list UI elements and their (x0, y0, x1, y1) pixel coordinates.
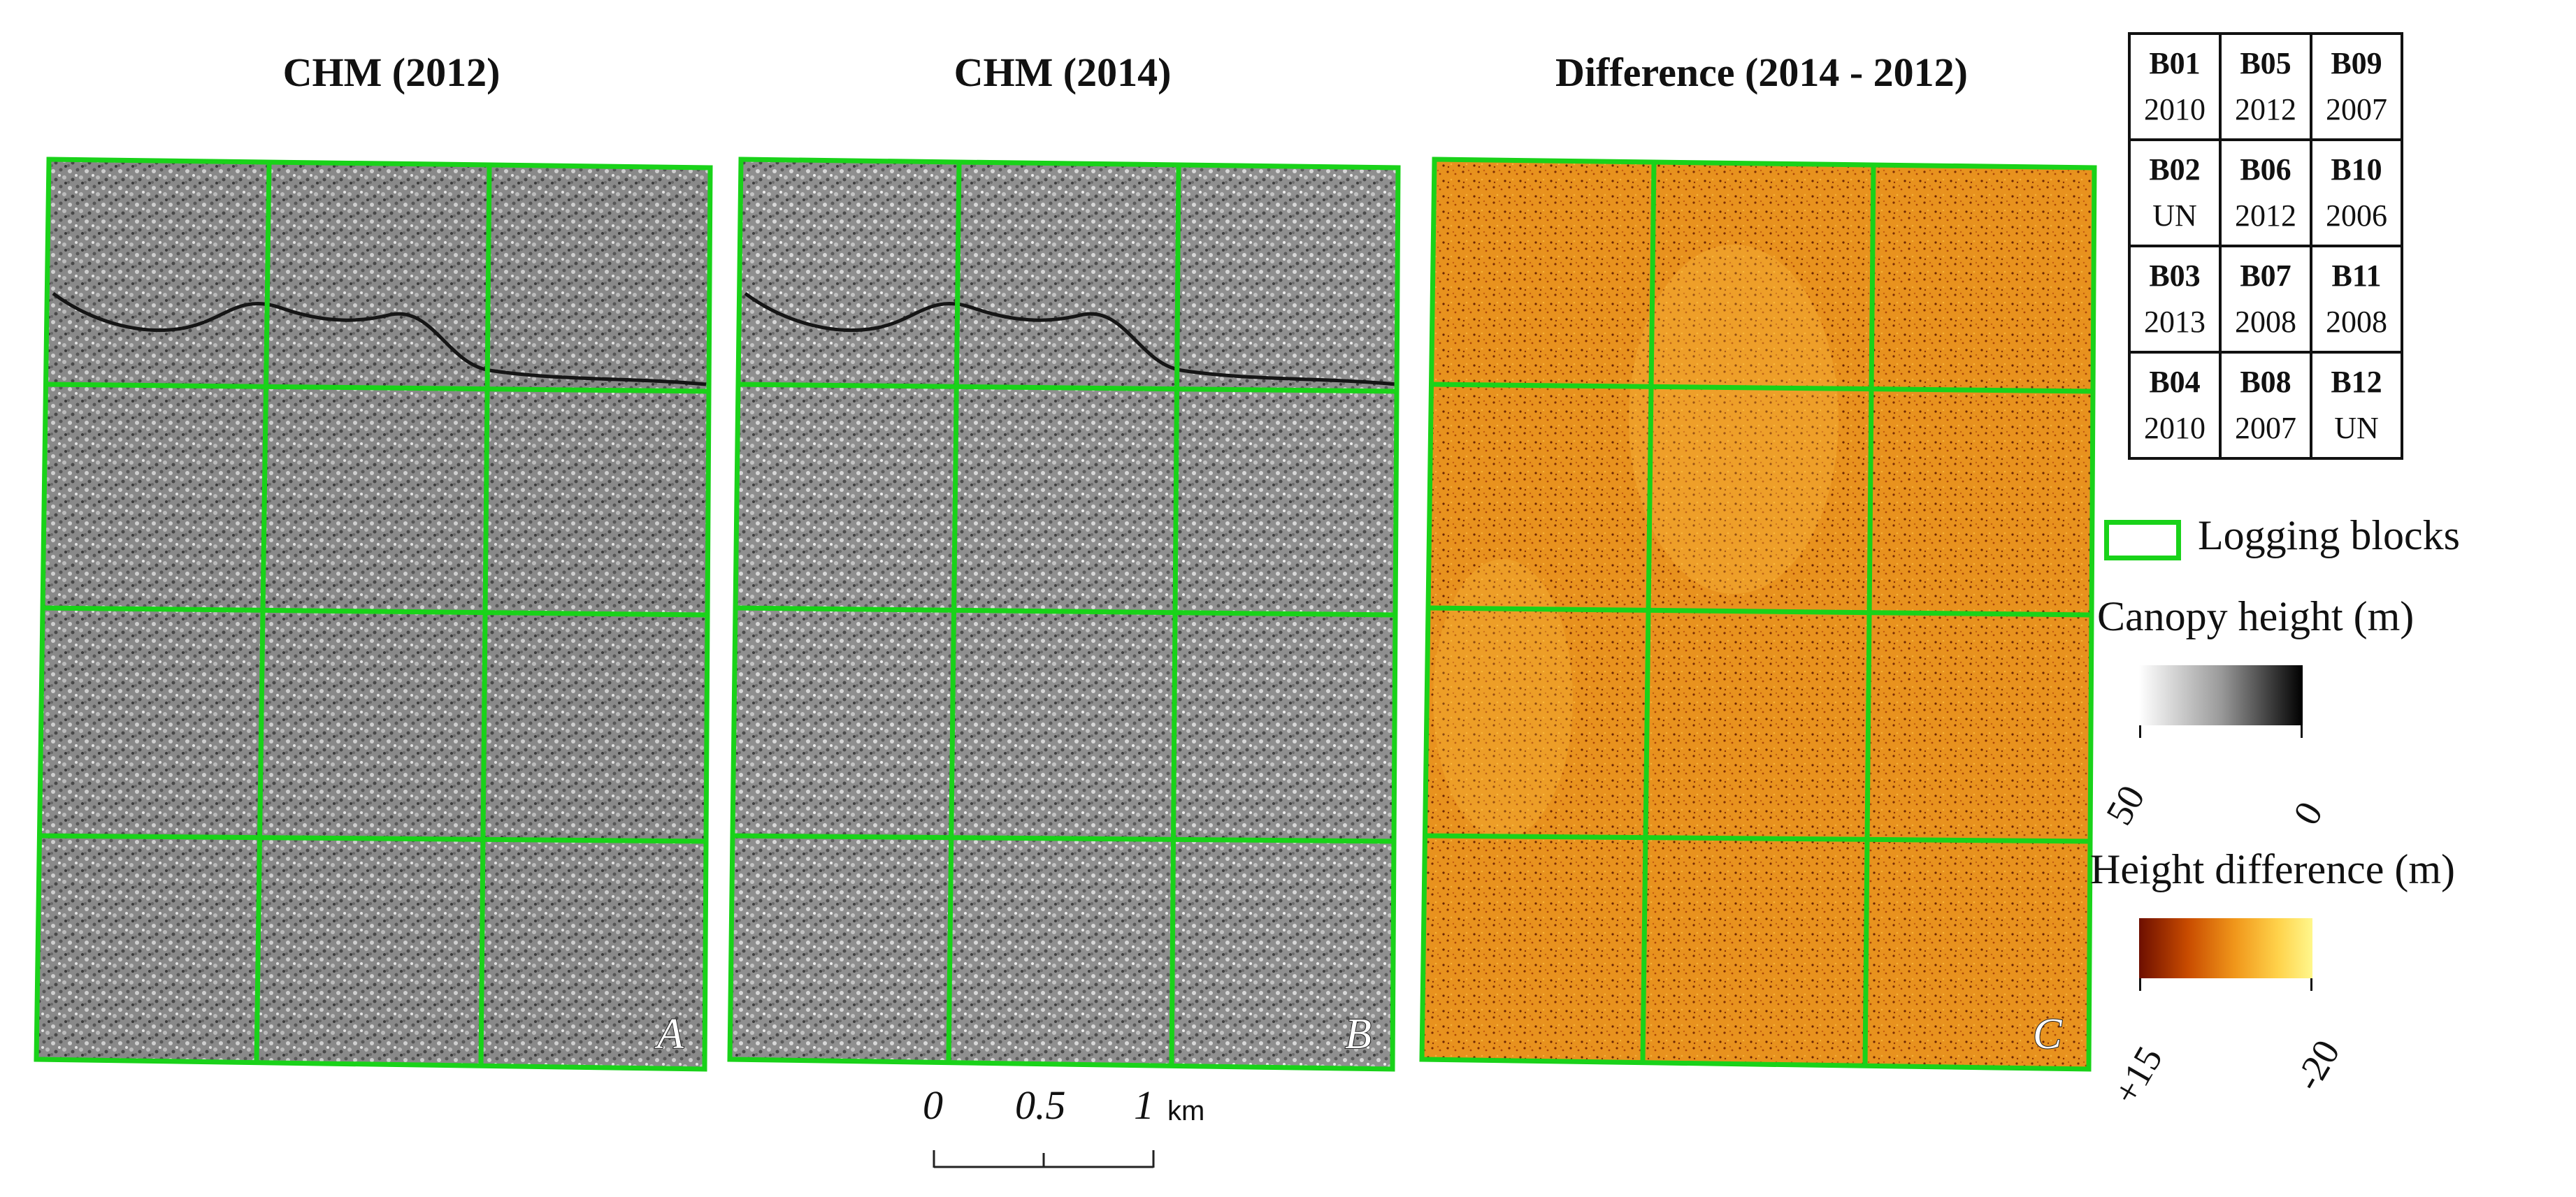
block-cell: B10 2006 (2310, 138, 2403, 247)
diff-min-label: +15 (2104, 1039, 2171, 1112)
canopy-ramp-tick (2301, 725, 2303, 738)
diff-max-label: -20 (2286, 1033, 2348, 1098)
diff-ramp-tick (2310, 978, 2312, 991)
scale-bar-label-half: 0.5 (1015, 1082, 1066, 1128)
block-cell: B01 2010 (2128, 32, 2222, 141)
panel-b-letter: B (1345, 1010, 1372, 1058)
panel-c-letter: C (2033, 1010, 2062, 1058)
panel-c-title: Difference (2014 - 2012) (1555, 50, 1968, 95)
map-panels: A B C (34, 157, 2097, 1072)
block-cell: B11 2008 (2310, 245, 2403, 354)
canopy-ramp-tick (2139, 725, 2141, 738)
logging-blocks-label: Logging blocks (2198, 512, 2460, 558)
canopy-height-color-ramp (2139, 665, 2303, 725)
panel-b-block-grid (727, 157, 1401, 1072)
panel-a-title: CHM (2012) (282, 50, 501, 95)
scale-bar-unit: km (1167, 1096, 1205, 1126)
panel-b-title: CHM (2014) (954, 50, 1172, 95)
panel-a-letter: A (654, 1010, 684, 1058)
logging-block-table: B01 2010 B05 2012 B09 2007 B02 UN B06 2012 B1… (2128, 32, 2403, 460)
diff-ramp-tick (2139, 978, 2141, 991)
scale-bar-label-0: 0 (923, 1082, 943, 1128)
panel-a-block-grid (34, 157, 713, 1072)
canopy-min-label: 50 (2097, 778, 2153, 832)
scale-bar-label-1: 1 (1134, 1082, 1154, 1128)
block-cell: B12 UN (2310, 351, 2403, 460)
block-cell: B06 2012 (2219, 138, 2312, 247)
panel-b-map: B (727, 157, 1401, 1072)
panel-c-block-grid (1419, 157, 2097, 1072)
canopy-height-legend-title: Canopy height (m) (2097, 593, 2415, 639)
block-cell: B08 2007 (2219, 351, 2312, 460)
panel-c-map: C (1419, 157, 2097, 1072)
block-cell: B05 2012 (2219, 32, 2312, 141)
block-cell: B07 2008 (2219, 245, 2312, 354)
block-cell: B04 2010 (2128, 351, 2222, 460)
panel-a-map: A (34, 157, 713, 1072)
block-cell: B03 2013 (2128, 245, 2222, 354)
height-difference-color-ramp (2139, 918, 2312, 978)
scale-bar (933, 1150, 1155, 1168)
canopy-max-label: 0 (2284, 795, 2331, 832)
logging-blocks-swatch (2104, 520, 2181, 560)
block-cell: B09 2007 (2310, 32, 2403, 141)
block-cell: B02 UN (2128, 138, 2222, 247)
height-difference-legend-title: Height difference (m) (2090, 846, 2455, 892)
